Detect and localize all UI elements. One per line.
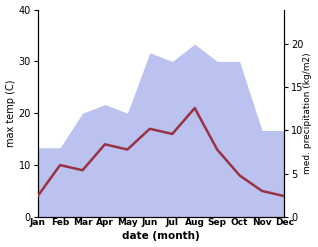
X-axis label: date (month): date (month) xyxy=(122,231,200,242)
Y-axis label: max temp (C): max temp (C) xyxy=(5,80,16,147)
Y-axis label: med. precipitation (kg/m2): med. precipitation (kg/m2) xyxy=(303,52,313,174)
